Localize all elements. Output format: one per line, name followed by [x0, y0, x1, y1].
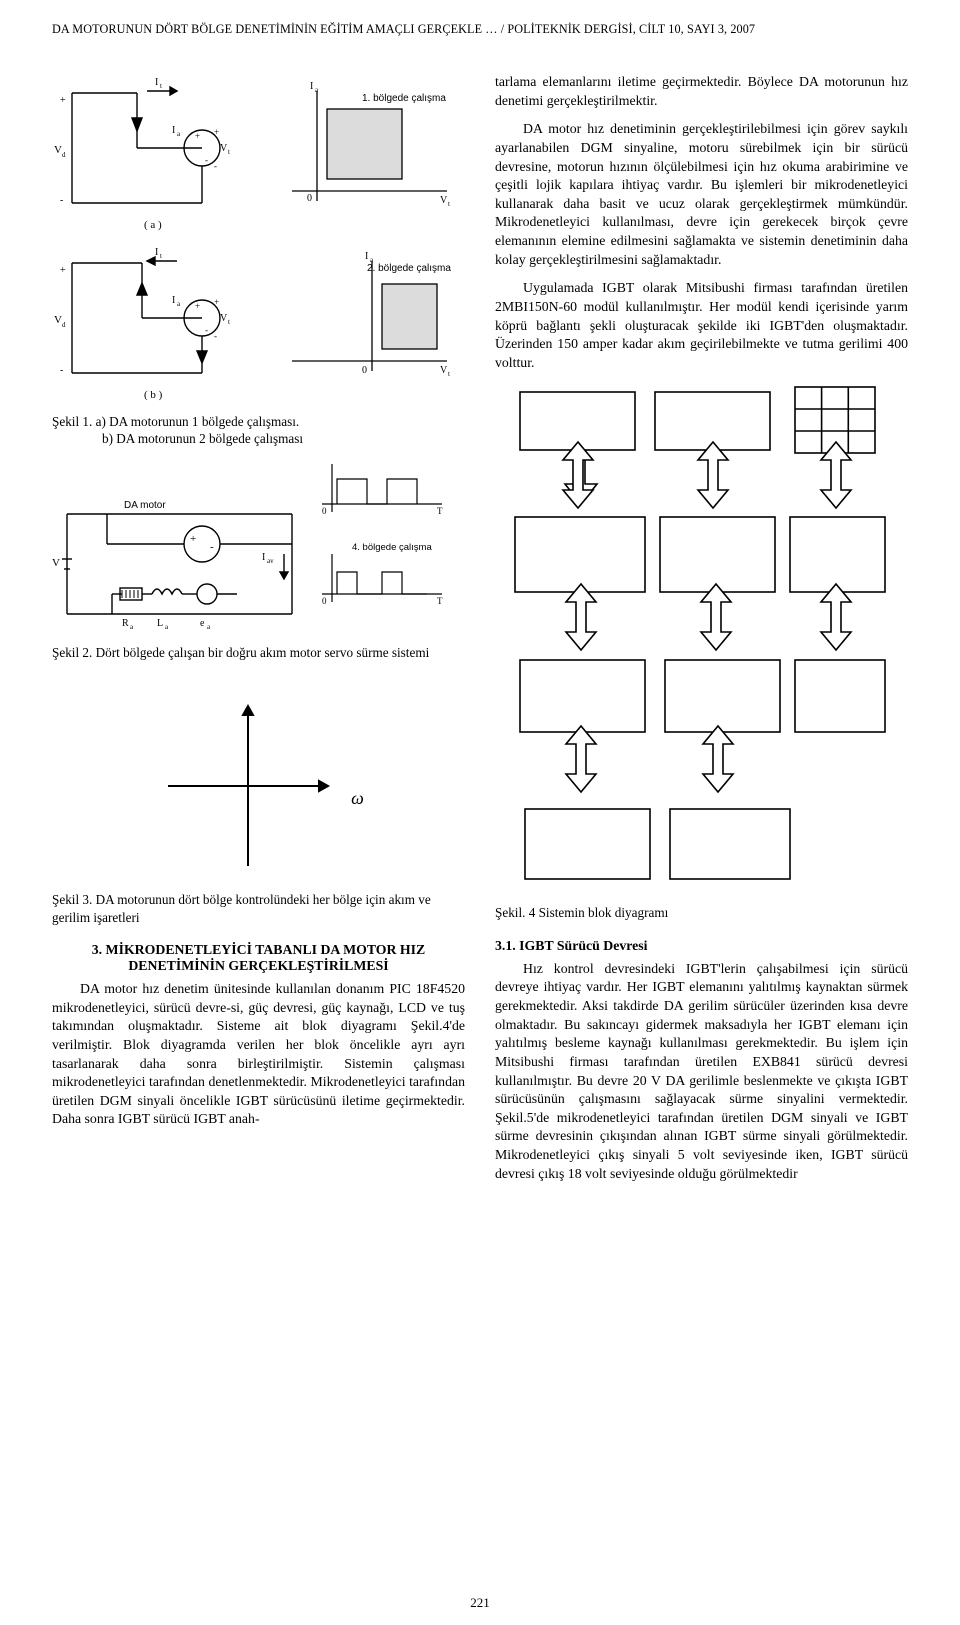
svg-text:+: +: [214, 127, 219, 137]
figure-1-caption-b: b) DA motorunun 2 bölgede çalışması: [52, 430, 465, 447]
right-para-2: DA motor hız denetiminin gerçekleştirile…: [495, 120, 908, 269]
svg-text:V: V: [220, 143, 228, 154]
figure-3: ω: [52, 691, 465, 881]
right-para-1: tarlama elemanlarını iletime geçirmekted…: [495, 73, 908, 110]
svg-text:L: L: [157, 618, 163, 629]
svg-text:( b ): ( b ): [144, 389, 163, 401]
svg-text:a: a: [207, 623, 211, 631]
figure-1: + - V d I: [52, 73, 465, 403]
figure-3-caption-text: Şekil 3. DA motorunun dört bölge kontrol…: [52, 892, 431, 924]
svg-text:I: I: [172, 295, 175, 306]
svg-text:t: t: [448, 370, 450, 378]
section-3-para: DA motor hız denetim ünitesinde kullanıl…: [52, 980, 465, 1129]
figure-4-caption-text: Şekil. 4 Sistemin blok diyagramı: [495, 905, 668, 920]
svg-text:V: V: [440, 365, 448, 376]
svg-text:4. bölgede çalışma: 4. bölgede çalışma: [352, 542, 432, 553]
svg-text:I: I: [310, 81, 313, 92]
figure-4: [495, 382, 908, 894]
svg-text:t: t: [228, 318, 230, 326]
svg-text:t: t: [448, 200, 450, 208]
svg-text:V: V: [54, 144, 62, 156]
svg-text:e: e: [200, 618, 205, 629]
right-column: tarlama elemanlarını iletime geçirmekted…: [495, 73, 908, 1193]
section-3-1-para: Hız kontrol devresindeki IGBT'lerin çalı…: [495, 960, 908, 1184]
svg-text:I: I: [155, 77, 158, 88]
svg-text:d: d: [62, 151, 66, 159]
figure-4-caption: Şekil. 4 Sistemin blok diyagramı: [495, 904, 908, 921]
svg-text:V: V: [52, 557, 60, 569]
svg-text:I: I: [365, 251, 368, 262]
svg-text:-: -: [205, 325, 208, 335]
svg-text:+: +: [60, 265, 66, 276]
svg-text:0: 0: [322, 506, 327, 516]
svg-text:d: d: [62, 321, 66, 329]
svg-text:I: I: [172, 125, 175, 136]
svg-text:T: T: [437, 506, 443, 516]
figure-2-caption: Şekil 2. Dört bölgede çalışan bir doğru …: [52, 644, 465, 661]
svg-text:R: R: [122, 618, 129, 629]
figure-1-caption: Şekil 1. a) DA motorunun 1 bölgede çalış…: [52, 413, 465, 448]
svg-text:+: +: [214, 297, 219, 307]
svg-text:-: -: [214, 161, 217, 171]
page-number: 221: [0, 1595, 960, 1611]
svg-text:T: T: [437, 596, 443, 606]
svg-text:a: a: [165, 623, 169, 631]
svg-text:V: V: [54, 314, 62, 326]
figure-3-caption: Şekil 3. DA motorunun dört bölge kontrol…: [52, 891, 465, 926]
running-head: DA MOTORUNUN DÖRT BÖLGE DENETİMİNİN EĞİT…: [52, 22, 908, 37]
svg-text:0: 0: [307, 193, 312, 204]
svg-text:av: av: [267, 557, 274, 565]
svg-text:t: t: [160, 82, 162, 90]
section-3-1-title: 3.1. IGBT Sürücü Devresi: [495, 938, 908, 954]
svg-text:+: +: [60, 95, 66, 106]
right-para-3: Uygulamada IGBT olarak Mitsibushi firmas…: [495, 279, 908, 372]
svg-text:-: -: [60, 365, 63, 376]
svg-text:t: t: [228, 148, 230, 156]
svg-text:t: t: [160, 252, 162, 260]
figure-chopper: T 0 3. bölgede çalışma T 0 4. bölgede ça…: [52, 464, 465, 634]
svg-text:a: a: [130, 623, 134, 631]
svg-text:2. bölgede çalışma: 2. bölgede çalışma: [367, 263, 451, 274]
svg-text:0: 0: [362, 365, 367, 376]
svg-text:a: a: [177, 130, 181, 138]
left-column: + - V d I: [52, 73, 465, 1193]
svg-text:V: V: [440, 195, 448, 206]
svg-text:+: +: [195, 131, 200, 141]
omega-symbol: ω: [351, 788, 364, 881]
section-3-title: 3. MİKRODENETLEYİCİ TABANLI DA MOTOR HIZ…: [52, 942, 465, 974]
svg-text:1. bölgede çalışma: 1. bölgede çalışma: [362, 93, 446, 104]
svg-text:-: -: [210, 541, 214, 553]
figure-2-caption-text: Şekil 2. Dört bölgede çalışan bir doğru …: [52, 645, 429, 660]
svg-text:a: a: [315, 86, 319, 94]
svg-text:0: 0: [322, 596, 327, 606]
svg-text:-: -: [60, 195, 63, 206]
svg-text:a: a: [177, 300, 181, 308]
svg-text:DA motor: DA motor: [124, 500, 166, 511]
svg-text:+: +: [190, 533, 196, 545]
svg-text:-: -: [214, 331, 217, 341]
svg-text:V: V: [220, 313, 228, 324]
svg-text:+: +: [195, 301, 200, 311]
svg-text:( a ): ( a ): [144, 219, 162, 231]
figure-1-caption-a: Şekil 1. a) DA motorunun 1 bölgede çalış…: [52, 414, 299, 429]
svg-text:-: -: [205, 155, 208, 165]
svg-text:I: I: [262, 552, 265, 563]
